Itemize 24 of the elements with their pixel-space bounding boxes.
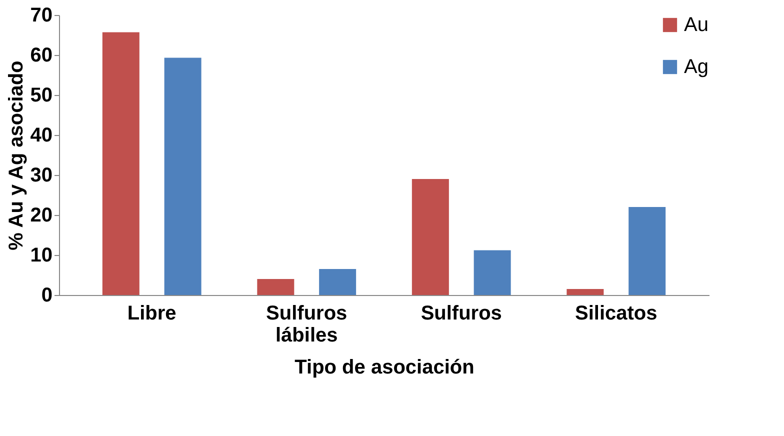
bar bbox=[319, 269, 356, 295]
bar bbox=[102, 32, 140, 295]
y-axis-title: % Au y Ag asociado bbox=[5, 60, 28, 250]
y-tick-label: 70 bbox=[30, 4, 52, 26]
bar bbox=[566, 289, 604, 295]
y-tick-label: 50 bbox=[30, 84, 52, 106]
y-tick-label: 40 bbox=[30, 124, 52, 146]
bar bbox=[257, 279, 294, 295]
y-tick-label: 0 bbox=[41, 284, 52, 306]
x-tick-label: Silicatos bbox=[575, 302, 658, 324]
y-tick-label: 10 bbox=[30, 244, 52, 266]
bar bbox=[474, 250, 511, 295]
legend-label: Au bbox=[684, 14, 708, 36]
y-tick-label: 20 bbox=[30, 204, 52, 226]
x-axis-title: Tipo de asociación bbox=[294, 356, 474, 378]
x-tick-label: Sulfuros lábiles bbox=[266, 302, 348, 346]
bar bbox=[628, 207, 666, 295]
bar bbox=[412, 179, 449, 295]
x-tick-label: Sulfuros bbox=[420, 302, 502, 324]
bar bbox=[164, 58, 202, 295]
legend-label: Ag bbox=[684, 56, 708, 78]
y-tick-label: 30 bbox=[30, 164, 52, 186]
x-tick-label: Libre bbox=[127, 302, 176, 324]
y-tick-label: 60 bbox=[30, 44, 52, 66]
